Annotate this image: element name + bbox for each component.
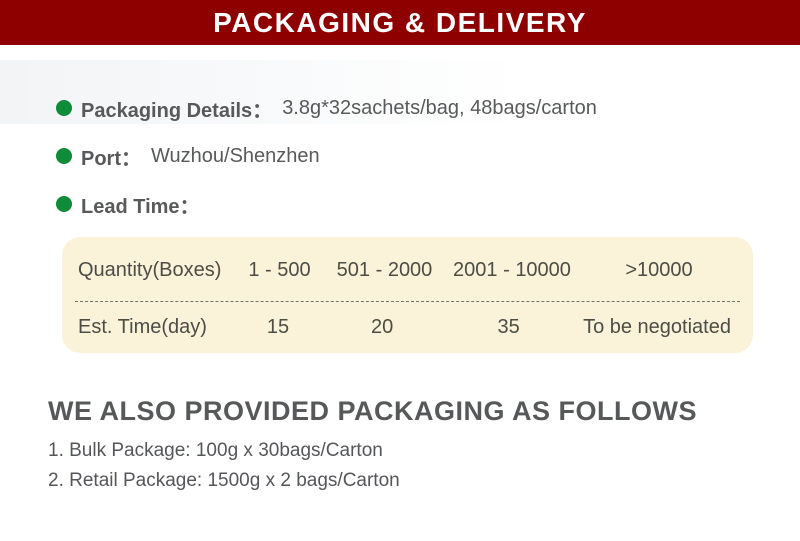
section-heading: WE ALSO PROVIDED PACKAGING AS FOLLOWS [48, 396, 698, 426]
table-dashed-divider [75, 301, 740, 302]
port-line: Port： Wuzhou/Shenzhen [56, 144, 597, 170]
table-header-row: Quantity(Boxes) 1 - 500 501 - 2000 2001 … [62, 237, 753, 301]
table-header-range-2: 501 - 2000 [336, 258, 433, 281]
table-header-range-4: >10000 [625, 258, 693, 281]
port-value: Wuzhou/Shenzhen [151, 144, 320, 167]
table-cell-est-time: Est. Time(day) [78, 316, 207, 338]
table-cell-days-2: 20 [371, 316, 394, 338]
table-header-quantity: Quantity(Boxes) [78, 258, 222, 281]
lead-time-label: Lead Time： [81, 195, 200, 218]
packaging-follows-section: WE ALSO PROVIDED PACKAGING AS FOLLOWS 1.… [48, 396, 768, 496]
retail-package-item: 2. Retail Package: 1500g x 2 bags/Carton [48, 470, 400, 491]
table-value-row: Est. Time(day) 15 20 35 To be negotiated [62, 302, 753, 353]
lead-time-line: Lead Time： [56, 192, 597, 218]
port-label: Port： [81, 147, 141, 170]
table-header-range-3: 2001 - 10000 [453, 258, 571, 281]
packaging-details-label: Packaging Details： [81, 99, 273, 122]
bullet-dot-icon [56, 196, 72, 212]
lead-time-table: Quantity(Boxes) 1 - 500 501 - 2000 2001 … [62, 237, 753, 353]
section-banner: PACKAGING & DELIVERY [0, 0, 800, 45]
bullet-dot-icon [56, 148, 72, 164]
page-title: PACKAGING & DELIVERY [213, 6, 587, 38]
table-cell-days-3: 35 [497, 316, 520, 338]
bulk-package-item: 1. Bulk Package: 100g x 30bags/Carton [48, 440, 383, 461]
table-cell-days-1: 15 [266, 316, 290, 338]
packaging-details-value: 3.8g*32sachets/bag, 48bags/carton [282, 96, 597, 119]
packaging-details-line: Packaging Details： 3.8g*32sachets/bag, 4… [56, 96, 597, 122]
table-cell-days-4: To be negotiated [583, 316, 731, 338]
table-header-range-1: 1 - 500 [248, 258, 311, 281]
bullet-dot-icon [56, 100, 72, 116]
info-bullet-list: Packaging Details： 3.8g*32sachets/bag, 4… [56, 96, 597, 240]
